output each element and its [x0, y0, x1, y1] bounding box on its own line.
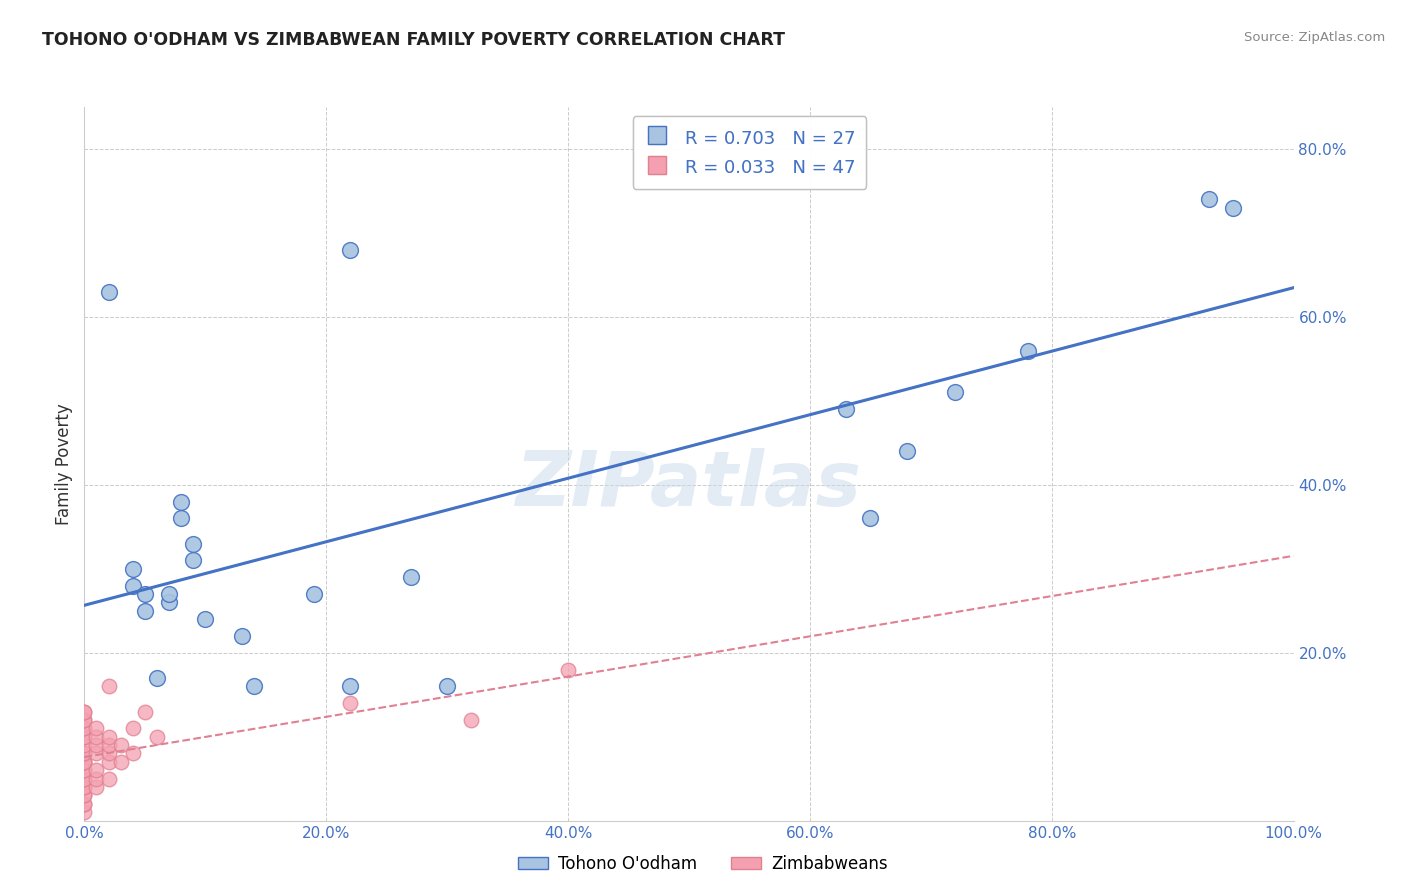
Legend: R = 0.703   N = 27, R = 0.033   N = 47: R = 0.703 N = 27, R = 0.033 N = 47 — [633, 116, 866, 189]
Point — [73, 730, 96, 744]
Point — [73, 764, 96, 778]
Point — [73, 755, 96, 769]
Point — [121, 721, 143, 735]
Point — [73, 721, 96, 735]
Point — [73, 772, 96, 786]
Point — [86, 780, 108, 794]
Point — [73, 755, 96, 769]
Point — [460, 713, 482, 727]
Point — [134, 705, 156, 719]
Point — [181, 553, 204, 567]
Point — [943, 385, 966, 400]
Point — [73, 755, 96, 769]
Point — [121, 562, 143, 576]
Point — [231, 629, 253, 643]
Text: TOHONO O'ODHAM VS ZIMBABWEAN FAMILY POVERTY CORRELATION CHART: TOHONO O'ODHAM VS ZIMBABWEAN FAMILY POVE… — [42, 31, 785, 49]
Point — [170, 511, 193, 525]
Point — [97, 730, 120, 744]
Point — [86, 738, 108, 752]
Point — [1198, 193, 1220, 207]
Point — [73, 764, 96, 778]
Point — [73, 780, 96, 794]
Point — [73, 747, 96, 761]
Point — [97, 285, 120, 299]
Y-axis label: Family Poverty: Family Poverty — [55, 403, 73, 524]
Text: ZIPatlas: ZIPatlas — [516, 449, 862, 522]
Point — [134, 604, 156, 618]
Point — [97, 738, 120, 752]
Text: Source: ZipAtlas.com: Source: ZipAtlas.com — [1244, 31, 1385, 45]
Point — [86, 721, 108, 735]
Point — [73, 747, 96, 761]
Point — [86, 747, 108, 761]
Point — [97, 679, 120, 693]
Point — [302, 587, 325, 601]
Point — [97, 747, 120, 761]
Point — [1017, 343, 1039, 358]
Point — [110, 738, 132, 752]
Point — [896, 444, 918, 458]
Point — [73, 713, 96, 727]
Point — [170, 494, 193, 508]
Point — [339, 243, 361, 257]
Point — [86, 764, 108, 778]
Point — [97, 772, 120, 786]
Point — [339, 679, 361, 693]
Point — [73, 705, 96, 719]
Point — [181, 536, 204, 550]
Point — [121, 747, 143, 761]
Point — [121, 578, 143, 592]
Point — [73, 789, 96, 803]
Point — [73, 805, 96, 820]
Point — [134, 587, 156, 601]
Point — [1222, 201, 1244, 215]
Point — [73, 772, 96, 786]
Point — [73, 780, 96, 794]
Point — [73, 789, 96, 803]
Point — [86, 730, 108, 744]
Point — [194, 612, 217, 626]
Point — [73, 797, 96, 811]
Point — [157, 587, 180, 601]
Point — [73, 713, 96, 727]
Point — [859, 511, 882, 525]
Point — [73, 730, 96, 744]
Point — [86, 772, 108, 786]
Point — [73, 705, 96, 719]
Point — [436, 679, 458, 693]
Point — [339, 696, 361, 710]
Point — [146, 730, 169, 744]
Point — [399, 570, 422, 584]
Point — [242, 679, 264, 693]
Point — [557, 663, 579, 677]
Point — [73, 738, 96, 752]
Point — [73, 721, 96, 735]
Point — [73, 797, 96, 811]
Point — [146, 671, 169, 685]
Point — [97, 755, 120, 769]
Point — [110, 755, 132, 769]
Legend: Tohono O'odham, Zimbabweans: Tohono O'odham, Zimbabweans — [512, 848, 894, 880]
Point — [835, 402, 858, 417]
Point — [157, 595, 180, 609]
